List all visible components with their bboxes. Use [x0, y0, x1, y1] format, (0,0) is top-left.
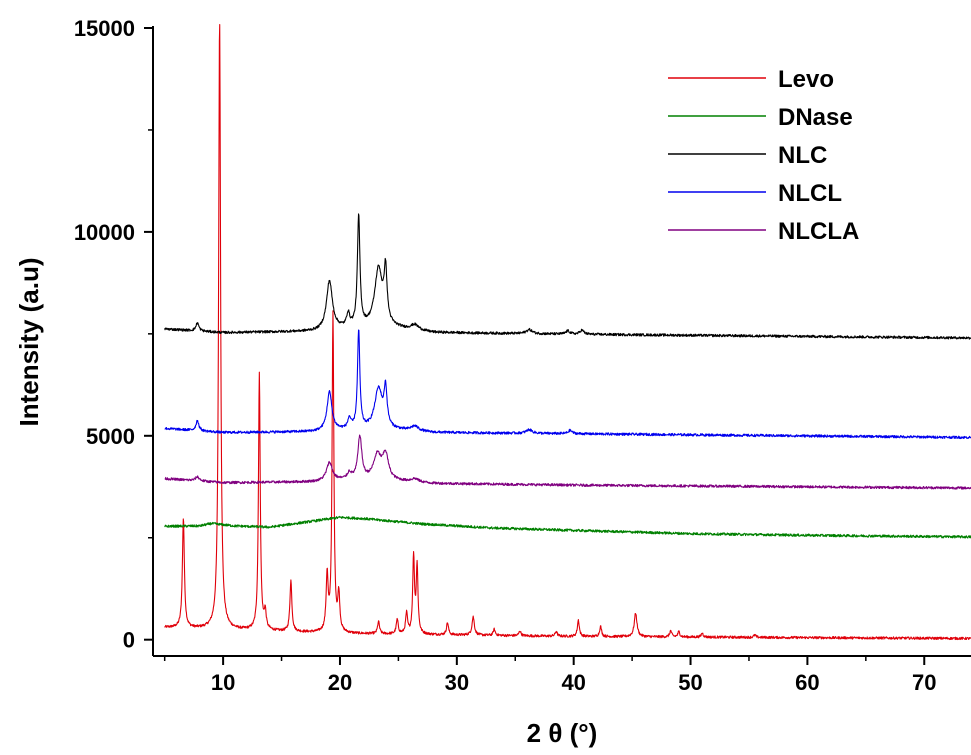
y-tick-label: 15000: [74, 16, 135, 41]
series-line-nlcla: [164, 434, 971, 490]
axes: [144, 26, 971, 665]
x-tick-label: 10: [211, 670, 235, 695]
y-tick-label: 10000: [74, 220, 135, 245]
legend-label-nlcl: NLCL: [778, 180, 842, 207]
x-tick-label: 70: [912, 670, 936, 695]
x-tick-label: 40: [561, 670, 585, 695]
x-tick-label: 30: [445, 670, 469, 695]
legend-label-nlcla: NLCLA: [778, 218, 859, 245]
x-tick-label: 60: [795, 670, 819, 695]
legend-label-nlc: NLC: [778, 142, 827, 169]
x-axis-title: 2 θ (°): [527, 718, 598, 748]
y-tick-label: 0: [123, 628, 135, 653]
legend-label-dnase: DNase: [778, 104, 853, 131]
x-tick-label: 50: [678, 670, 702, 695]
y-axis-title: Intensity (a.u): [14, 257, 44, 426]
legend: Levo DNase NLC NLCL NLCLA: [668, 66, 859, 245]
x-tick-label: 20: [328, 670, 352, 695]
series-line-nlcl: [164, 329, 971, 440]
series-line-levo: [164, 24, 971, 641]
tick-labels: 10 20 30 40 50 60 70 0 5000 10000 15000: [74, 16, 937, 695]
series-line-dnase: [164, 515, 971, 539]
legend-label-levo: Levo: [778, 66, 834, 93]
y-tick-label: 5000: [86, 424, 135, 449]
series-layer: [164, 24, 971, 641]
series-line-nlc: [164, 213, 971, 340]
